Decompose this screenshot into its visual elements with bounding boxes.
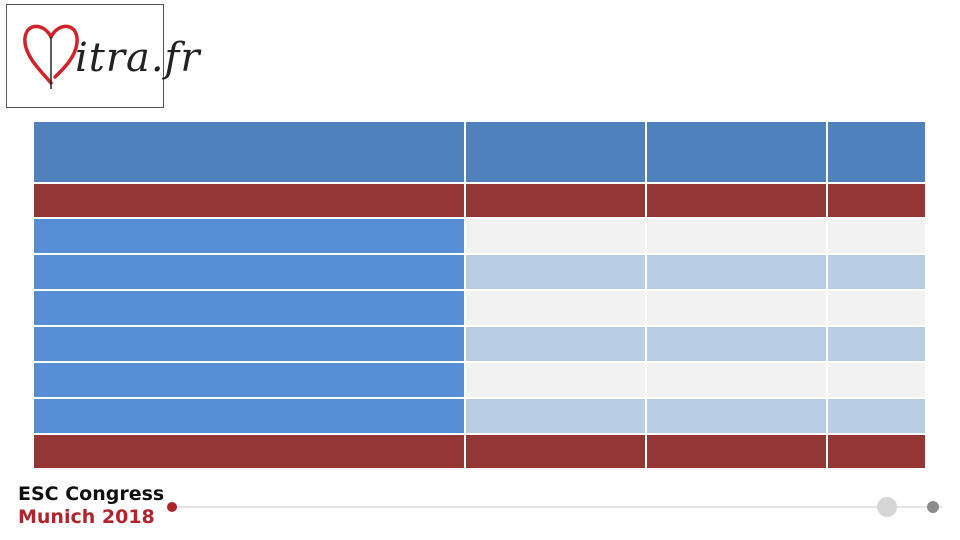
table-cell [647,219,826,253]
table-band-cell [466,435,645,468]
table-cell [828,291,925,325]
table-cell [828,327,925,361]
table-cell [466,363,645,397]
logo-text: itra.fr [75,35,201,81]
congress-location: Munich 2018 [18,506,155,528]
mitra-logo: itra.fr [6,4,199,108]
table-band-cell [34,184,464,217]
table-row-label [34,327,464,361]
table-cell [828,255,925,289]
table-header-cell [647,122,826,182]
table-cell [647,327,826,361]
table-cell [466,327,645,361]
timeline-progress-dot [877,497,897,517]
table-cell [647,291,826,325]
table-row-label [34,363,464,397]
timeline-start-dot [167,502,177,512]
table-cell [466,291,645,325]
table-cell [466,255,645,289]
table-row-label [34,255,464,289]
data-table [34,122,925,468]
table-row-label [34,291,464,325]
table-cell [647,255,826,289]
congress-title: ESC Congress [18,483,165,505]
table-header-cell [828,122,925,182]
table-band-cell [466,184,645,217]
table-band-cell [34,435,464,468]
table-band-cell [828,435,925,468]
table-cell [647,363,826,397]
table-cell [647,399,826,433]
table-cell [828,399,925,433]
table-row-label [34,219,464,253]
table-band-cell [828,184,925,217]
table-cell [828,219,925,253]
table-row-label [34,399,464,433]
table-band-cell [647,435,826,468]
table-cell [828,363,925,397]
heart-icon [23,24,79,89]
table-header-cell [34,122,464,182]
timeline-end-dot [927,501,939,513]
table-cell [466,219,645,253]
table-band-cell [647,184,826,217]
table-cell [466,399,645,433]
table-header-cell [466,122,645,182]
timeline-line [172,506,942,508]
